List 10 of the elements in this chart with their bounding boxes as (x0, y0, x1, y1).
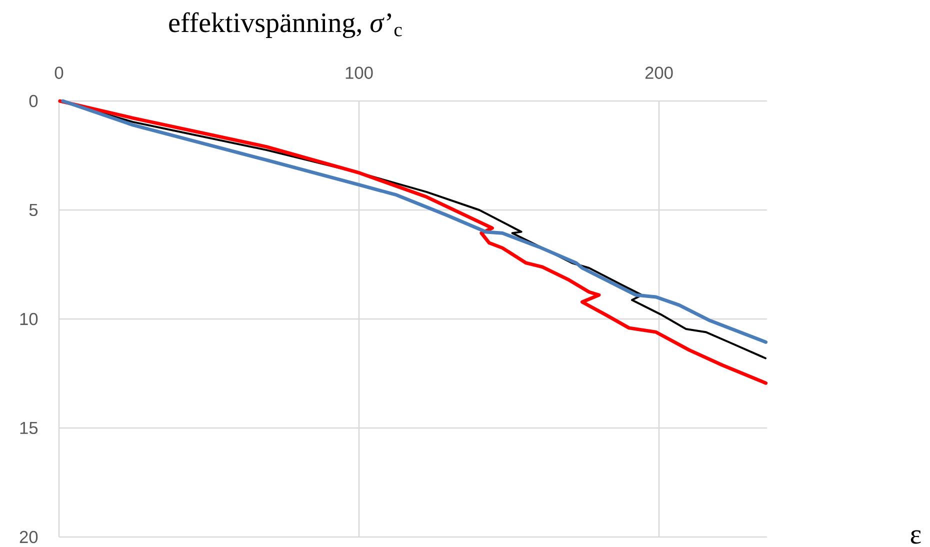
x-tick-label: 0 (54, 66, 64, 79)
y-tick-label: 20 (20, 530, 38, 544)
y-tick-label: 10 (20, 312, 38, 326)
x-axis-title: effektivspänning, σ’$_{c}$ (169, 12, 402, 38)
y-tick-label: 5 (29, 204, 38, 216)
text: ε (910, 530, 921, 544)
x-tick-label: 100 (346, 66, 373, 79)
y-tick-label: 15 (20, 422, 38, 434)
y-tick-label: 0 (29, 94, 38, 108)
x-tick-label: 200 (645, 66, 673, 79)
